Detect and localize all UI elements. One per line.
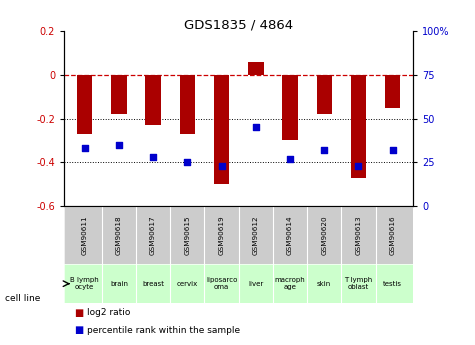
Point xyxy=(115,142,123,148)
Text: liposarco
oma: liposarco oma xyxy=(206,277,237,290)
Text: cervix: cervix xyxy=(177,281,198,287)
Text: GSM90613: GSM90613 xyxy=(355,215,361,255)
Text: brain: brain xyxy=(110,281,128,287)
Point xyxy=(81,146,88,151)
Text: skin: skin xyxy=(317,281,332,287)
Point xyxy=(183,159,191,165)
Text: GSM90614: GSM90614 xyxy=(287,215,293,255)
Text: macroph
age: macroph age xyxy=(275,277,305,290)
Text: GSM90612: GSM90612 xyxy=(253,215,259,255)
Point xyxy=(355,163,362,168)
Text: ■: ■ xyxy=(75,308,84,318)
Text: liver: liver xyxy=(248,281,264,287)
Point xyxy=(286,156,294,161)
Title: GDS1835 / 4864: GDS1835 / 4864 xyxy=(184,18,293,31)
Text: B lymph
ocyte: B lymph ocyte xyxy=(70,277,99,290)
Bar xyxy=(111,75,127,114)
Text: GSM90616: GSM90616 xyxy=(390,215,396,255)
Point xyxy=(252,125,260,130)
Text: breast: breast xyxy=(142,281,164,287)
Bar xyxy=(316,75,332,114)
Text: GSM90620: GSM90620 xyxy=(321,215,327,255)
Text: GSM90619: GSM90619 xyxy=(218,215,225,255)
Text: GSM90617: GSM90617 xyxy=(150,215,156,255)
Bar xyxy=(77,75,92,134)
Text: GSM90615: GSM90615 xyxy=(184,215,190,255)
Bar xyxy=(214,75,229,184)
Text: GSM90611: GSM90611 xyxy=(82,215,88,255)
Text: log2 ratio: log2 ratio xyxy=(87,308,130,317)
Bar xyxy=(282,75,298,140)
Point xyxy=(218,163,225,168)
Point xyxy=(321,147,328,153)
Text: cell line: cell line xyxy=(5,294,40,303)
Bar xyxy=(180,75,195,134)
Text: GSM90618: GSM90618 xyxy=(116,215,122,255)
Point xyxy=(389,147,397,153)
Bar xyxy=(385,75,400,108)
Bar xyxy=(248,62,264,75)
Bar xyxy=(145,75,161,125)
Text: testis: testis xyxy=(383,281,402,287)
Bar xyxy=(351,75,366,178)
Text: percentile rank within the sample: percentile rank within the sample xyxy=(87,326,240,335)
Text: ■: ■ xyxy=(75,325,84,335)
Point xyxy=(149,154,157,160)
Text: T lymph
oblast: T lymph oblast xyxy=(344,277,372,290)
